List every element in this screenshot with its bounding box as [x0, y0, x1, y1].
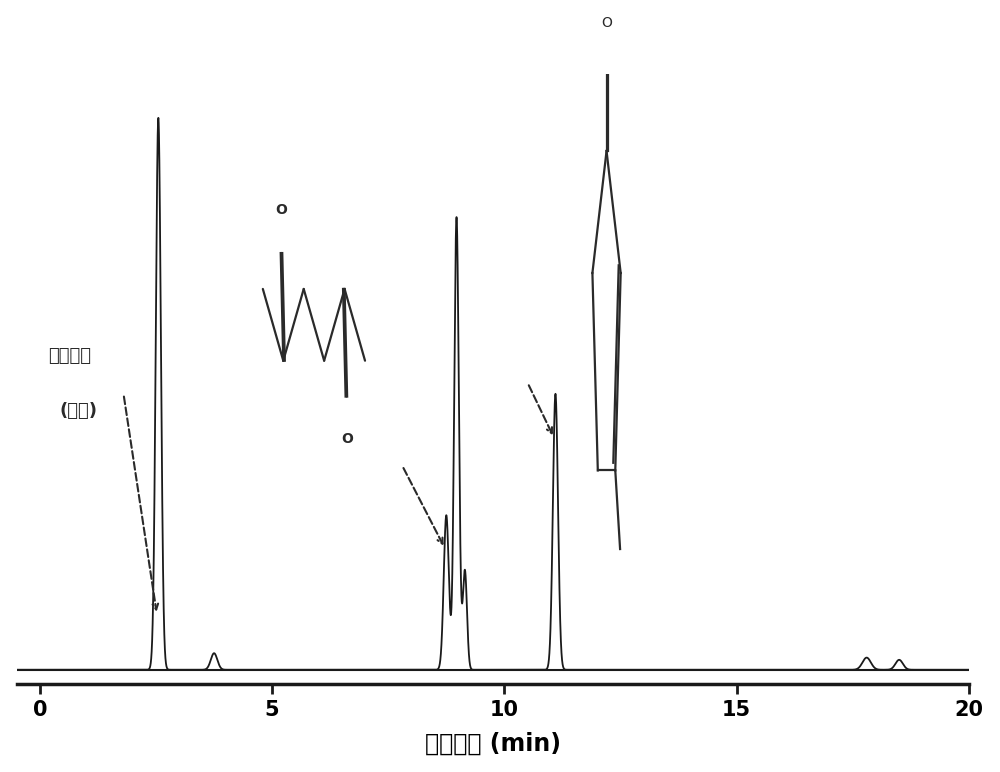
Text: O: O [275, 203, 287, 217]
Text: O: O [341, 432, 353, 446]
Text: (内标): (内标) [60, 402, 98, 420]
Text: 乙酸乙酯: 乙酸乙酯 [48, 347, 91, 364]
X-axis label: 保留时间 (min): 保留时间 (min) [425, 731, 561, 755]
Text: O: O [601, 15, 612, 29]
